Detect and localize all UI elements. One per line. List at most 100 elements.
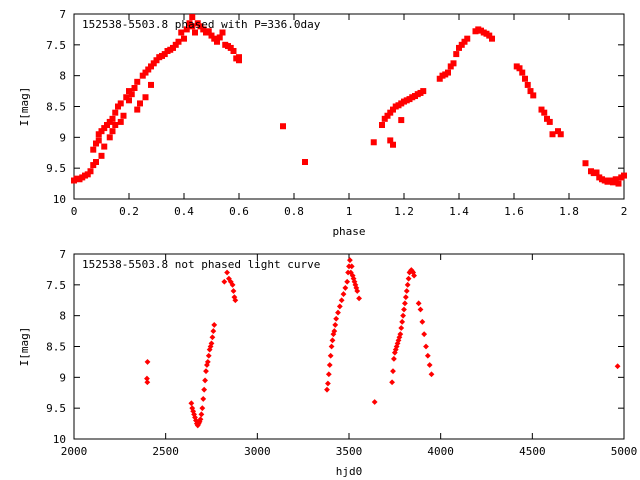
data-point <box>112 109 119 116</box>
y-tick-label: 9.5 <box>46 162 66 175</box>
data-point <box>325 371 332 378</box>
data-point <box>338 297 345 304</box>
data-point <box>329 337 336 344</box>
data-point <box>420 88 427 95</box>
data-point <box>216 34 223 41</box>
data-point <box>189 14 196 21</box>
data-point <box>325 380 331 387</box>
data-point <box>530 92 537 99</box>
data-point <box>112 122 119 128</box>
data-point <box>230 48 237 54</box>
x-axis-ticks: 0 0.2 0.4 0.6 0.8 1 1.2 1.4 1.6 1.8 2 <box>71 14 628 218</box>
data-point <box>344 278 351 285</box>
data-point <box>324 386 330 393</box>
data-point <box>336 303 343 310</box>
data-point <box>522 75 528 82</box>
y-axis-ticks: 7 7.5 8 8.5 9 9.5 10 <box>46 248 624 446</box>
data-point <box>95 137 102 144</box>
data-point <box>370 139 377 146</box>
y-tick-label: 7.5 <box>46 279 66 292</box>
data-point <box>192 29 198 36</box>
data-point <box>197 416 204 423</box>
data-point <box>489 35 495 42</box>
data-point <box>128 91 135 98</box>
data-point <box>541 109 548 116</box>
data-point <box>332 322 339 328</box>
data-point <box>399 318 406 325</box>
x-tick-label: 3500 <box>336 445 363 458</box>
data-point <box>356 295 362 302</box>
x-tick-label: 2 <box>621 205 628 218</box>
x-tick-label: 0 <box>71 205 78 218</box>
data-point <box>557 131 564 138</box>
data-point <box>464 35 471 42</box>
y-axis-label: I[mag] <box>18 87 31 127</box>
data-point <box>398 325 405 331</box>
data-point <box>126 97 132 104</box>
data-point <box>524 81 531 88</box>
x-tick-label: 1.2 <box>394 205 414 218</box>
data-point <box>397 331 404 338</box>
data-point <box>415 300 422 307</box>
data-point <box>134 106 141 113</box>
y-tick-label: 7 <box>59 8 66 21</box>
x-axis-ticks: 2000 2500 3000 3500 4000 4500 5000 <box>61 254 638 458</box>
data-points <box>144 257 621 429</box>
data-point <box>202 377 208 384</box>
data-point <box>400 312 406 319</box>
data-point <box>389 379 395 386</box>
data-point <box>280 123 286 130</box>
plot-frame <box>73 13 625 200</box>
y-tick-label: 10 <box>53 193 66 206</box>
x-tick-label: 3000 <box>244 445 271 458</box>
data-point <box>175 38 182 45</box>
data-point <box>221 278 228 285</box>
data-point <box>426 362 433 368</box>
y-axis-label: I[mag] <box>18 327 31 367</box>
data-point <box>402 300 408 307</box>
data-point <box>232 297 239 304</box>
x-tick-label: 5000 <box>611 445 638 458</box>
data-point <box>230 288 237 294</box>
x-tick-label: 1 <box>346 205 353 218</box>
data-point <box>419 318 426 325</box>
data-point <box>390 141 396 148</box>
y-tick-label: 7 <box>59 248 66 261</box>
data-point <box>209 334 216 341</box>
data-point <box>519 69 526 76</box>
data-point <box>208 340 215 347</box>
data-point <box>340 291 347 297</box>
y-tick-label: 9 <box>59 131 66 144</box>
y-tick-label: 8 <box>59 70 66 83</box>
x-tick-label: 0.2 <box>119 205 139 218</box>
data-point <box>144 359 151 365</box>
data-point <box>109 128 116 135</box>
data-point <box>593 169 600 176</box>
y-tick-label: 8.5 <box>46 101 66 114</box>
data-point <box>445 69 451 76</box>
data-point <box>134 78 141 85</box>
data-point <box>142 94 149 101</box>
y-axis-ticks: 7 7.5 8 8.5 9 9.5 10 <box>46 8 624 206</box>
data-point <box>199 405 206 412</box>
x-tick-label: 0.8 <box>284 205 304 218</box>
data-point <box>219 29 226 36</box>
x-tick-label: 0.6 <box>229 205 249 218</box>
data-point <box>98 152 105 159</box>
data-point <box>417 306 424 313</box>
data-point <box>615 180 622 187</box>
data-point <box>403 288 410 294</box>
data-point <box>148 81 154 88</box>
chart-title: 152538-5503.8 phased with P=336.0day <box>82 18 321 31</box>
data-point <box>131 85 138 91</box>
data-point <box>144 379 151 386</box>
data-point <box>109 115 116 122</box>
data-point <box>411 272 417 279</box>
x-axis-label: hjd0 <box>336 465 363 478</box>
x-tick-label: 4500 <box>519 445 546 458</box>
data-point <box>211 322 218 328</box>
data-point <box>200 396 207 402</box>
data-point <box>178 29 185 36</box>
data-point <box>621 172 627 179</box>
